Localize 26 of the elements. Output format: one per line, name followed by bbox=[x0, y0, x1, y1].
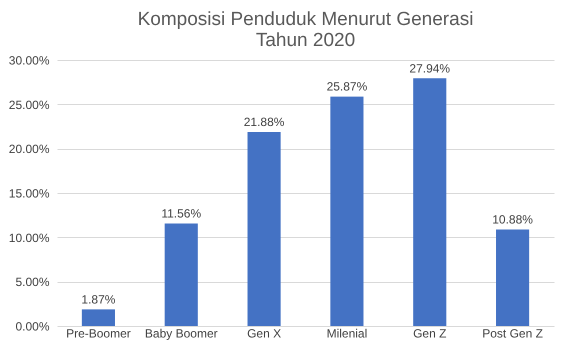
y-tick-label: 25.00% bbox=[8, 98, 50, 112]
y-tick-label: 0.00% bbox=[15, 320, 50, 334]
chart-title: Komposisi Penduduk Menurut Generasi Tahun 2020 bbox=[138, 9, 474, 51]
y-tick-label: 20.00% bbox=[8, 142, 50, 156]
bar bbox=[164, 224, 198, 326]
x-tick-label: Post Gen Z bbox=[482, 326, 543, 340]
y-tick-label: 30.00% bbox=[8, 54, 50, 68]
bar bbox=[413, 78, 446, 326]
x-tick-label: Baby Boomer bbox=[144, 326, 218, 340]
data-label: 25.87% bbox=[326, 80, 368, 94]
x-tick-label: Pre-Boomer bbox=[66, 326, 131, 340]
data-label: 21.88% bbox=[244, 114, 285, 129]
data-label: 1.87% bbox=[81, 292, 116, 306]
y-tick-label: 5.00% bbox=[15, 275, 50, 290]
x-tick-label: Gen Z bbox=[413, 326, 446, 340]
bar bbox=[330, 96, 364, 326]
data-label: 10.88% bbox=[492, 212, 534, 227]
x-tick-label: Milenial bbox=[326, 326, 368, 340]
y-tick-label: 10.00% bbox=[8, 230, 50, 245]
data-label: 27.94% bbox=[409, 61, 450, 76]
x-tick-label: Gen X bbox=[247, 326, 282, 340]
bar bbox=[248, 132, 281, 326]
y-tick-label: 15.00% bbox=[8, 186, 50, 200]
bar bbox=[496, 230, 530, 326]
data-label: 11.56% bbox=[161, 206, 202, 220]
bar bbox=[82, 309, 115, 326]
